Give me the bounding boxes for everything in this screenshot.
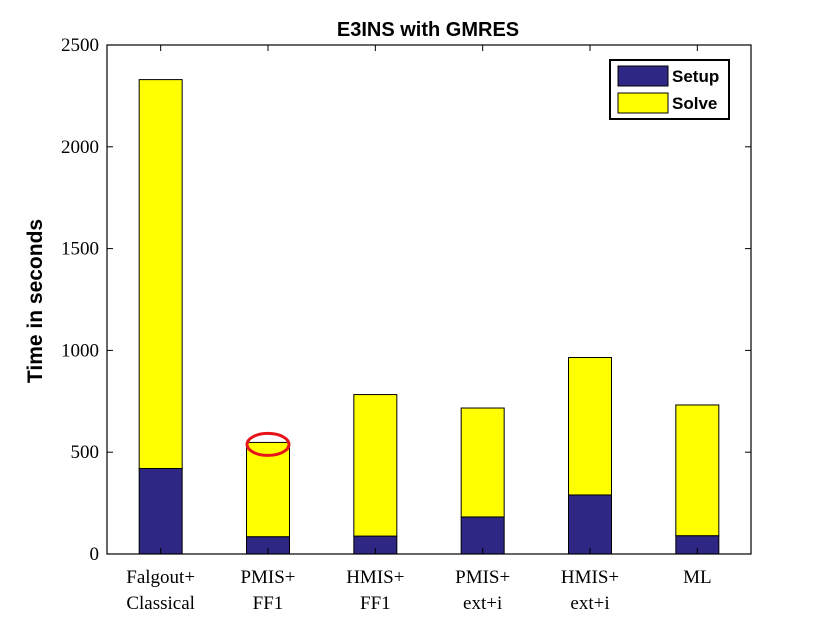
annotation-layer <box>245 431 291 457</box>
y-tick-label-3: 1500 <box>61 239 99 260</box>
bar-solve-4 <box>568 357 612 496</box>
bar-setup-0 <box>138 467 183 555</box>
y-tick-label-5: 2500 <box>61 35 99 56</box>
x-tick-label-0-1: Classical <box>126 593 195 614</box>
legend-label-solve: Solve <box>672 94 717 113</box>
y-tick-label-2: 1000 <box>61 340 99 361</box>
bar-setup-3 <box>460 516 505 555</box>
x-tick-label-5-0: ML <box>683 567 712 588</box>
x-tick-label-3-0: PMIS+ <box>455 567 510 588</box>
bar-solve-5 <box>675 404 720 537</box>
x-tick-label-1-1: FF1 <box>253 593 284 614</box>
x-tick-label-2-0: HMIS+ <box>346 567 404 588</box>
legend: Setup Solve <box>609 59 730 120</box>
highlight-ellipse <box>245 431 291 457</box>
plot-frame <box>106 44 752 555</box>
bar-setup-4 <box>568 494 612 555</box>
x-tick-label-4-1: ext+i <box>570 593 609 614</box>
y-tick-label-0: 0 <box>90 544 100 565</box>
x-tick-label-1-0: PMIS+ <box>240 567 295 588</box>
bar-solve-2 <box>353 394 398 537</box>
bars-layer <box>138 79 720 555</box>
chart-title: E3INS with GMRES <box>337 19 519 41</box>
y-tick-label-4: 2000 <box>61 137 99 158</box>
y-axis-label: Time in seconds <box>24 219 47 383</box>
legend-swatch-setup <box>617 65 669 87</box>
x-tick-label-3-1: ext+i <box>463 593 502 614</box>
x-tick-label-0-0: Falgout+ <box>126 567 195 588</box>
axes-layer: 0 500 1000 1500 2000 2500 Falgout+ Classical PMI… <box>61 35 752 614</box>
x-tick-label-4-0: HMIS+ <box>561 567 619 588</box>
legend-label-setup: Setup <box>672 67 719 86</box>
y-tick-label-1: 500 <box>71 442 100 463</box>
bar-solve-0 <box>138 79 183 469</box>
bar-solve-3 <box>460 407 505 518</box>
x-tick-label-2-1: FF1 <box>360 593 391 614</box>
legend-swatch-solve <box>617 92 669 114</box>
bar-solve-1 <box>246 441 290 538</box>
